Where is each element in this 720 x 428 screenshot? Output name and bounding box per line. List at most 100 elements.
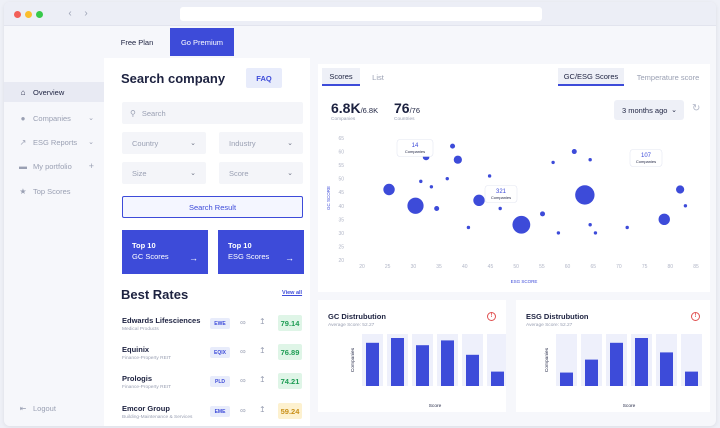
top-gc-line1: Top 10 [132,241,156,250]
back-icon[interactable]: ‹ [68,8,72,19]
scatter-point[interactable] [571,149,577,155]
gc-distribution-title: GC Distrubution [328,312,386,321]
callout-value: 14 [412,143,419,149]
top-esg-scores-button[interactable]: Top 10 ESG Scores → [218,230,304,274]
trend-icon[interactable]: ↥ [259,405,266,414]
maximize-window-dot[interactable] [36,11,43,18]
esg-distribution-subtitle: Average Score: 52.27 [526,323,573,328]
distribution-bar[interactable] [491,371,504,386]
scatter-point[interactable] [429,185,434,189]
scatter-point[interactable] [445,176,449,181]
table-row[interactable]: Edwards Lifesciences Medical Products EW… [122,314,308,340]
link-icon[interactable]: ∞ [240,347,246,356]
scatter-point[interactable] [419,179,423,184]
info-icon[interactable]: ! [691,312,700,321]
title-bar: ‹ › [4,2,716,26]
scatter-point[interactable] [383,183,395,196]
size-select[interactable]: Size ⌄ [122,162,206,184]
scatter-point[interactable] [658,213,670,226]
forward-icon[interactable]: › [84,8,88,19]
distribution-bar[interactable] [366,342,379,386]
x-tick-label: 40 [462,264,468,270]
go-premium-button[interactable]: Go Premium [170,28,234,56]
info-icon[interactable]: ! [487,312,496,321]
sidebar-item-esg-reports[interactable]: ↗ ESG Reports ⌄ [4,132,104,152]
x-tick-label: 60 [565,264,571,270]
score-select[interactable]: Score ⌄ [219,162,303,184]
x-tick-label: 45 [488,264,494,270]
scatter-point[interactable] [498,206,502,211]
distribution-bar[interactable] [391,338,404,386]
scatter-point[interactable] [676,185,685,194]
scatter-point[interactable] [434,205,440,211]
distribution-bar[interactable] [560,372,573,386]
trend-icon[interactable]: ↥ [259,346,266,355]
link-icon[interactable]: ∞ [240,406,246,415]
scatter-point[interactable] [556,231,561,235]
sidebar-item-overview[interactable]: ⌂ Overview [4,82,104,102]
minimize-window-dot[interactable] [25,11,32,18]
x-tick-label: 30 [411,264,417,270]
scatter-point[interactable] [551,160,555,165]
distribution-bar[interactable] [685,371,698,386]
scatter-point[interactable] [593,231,598,235]
period-select[interactable]: 3 months ago ⌄ [614,100,684,120]
distribution-bar[interactable] [610,342,623,386]
free-plan-tab[interactable]: Free Plan [104,28,170,56]
address-bar[interactable] [180,7,542,21]
table-row[interactable]: Equinix Finance-Property REIT EQIX ∞ ↥ 7… [122,343,308,369]
scatter-point[interactable] [588,157,592,162]
scatter-point[interactable] [473,194,485,207]
y-tick-label: 60 [338,150,344,156]
scatter-point[interactable] [683,204,688,208]
plus-icon[interactable]: + [88,161,94,171]
top-esg-line1: Top 10 [228,241,252,250]
tab-list[interactable]: List [364,68,392,86]
best-rates-title: Best Rates [121,287,189,302]
search-result-button[interactable]: Search Result [122,196,303,218]
distribution-bar[interactable] [441,340,454,386]
distribution-bar[interactable] [585,359,598,386]
tab-temperature-score[interactable]: Temperature score [628,68,708,86]
tab-gc-esg-scores[interactable]: GC/ESG Scores [558,68,624,86]
trend-icon[interactable]: ↥ [259,317,266,326]
top-gc-scores-button[interactable]: Top 10 GC Scores → [122,230,208,274]
link-icon[interactable]: ∞ [240,318,246,327]
scatter-point[interactable] [588,223,592,227]
scatter-point[interactable] [466,225,471,230]
y-tick-label: 45 [338,190,344,196]
logout-button[interactable]: ⇤ Logout [4,398,104,418]
scatter-point[interactable] [487,174,492,178]
countries-count: 76 [394,100,410,116]
trend-icon[interactable]: ↥ [259,375,266,384]
scatter-point[interactable] [450,143,456,149]
view-all-link[interactable]: View all [282,290,303,296]
distribution-bar[interactable] [635,338,648,386]
scatter-point[interactable] [407,197,424,214]
tab-scores[interactable]: Scores [322,68,360,86]
sidebar-item-companies[interactable]: ● Companies ⌄ [4,108,104,128]
country-select[interactable]: Country ⌄ [122,132,206,154]
distribution-bar[interactable] [466,354,479,386]
scatter-point[interactable] [512,215,531,234]
distribution-bar[interactable] [660,352,673,386]
table-row[interactable]: Prologis Finance-Property REIT PLD ∞ ↥ 7… [122,372,308,398]
link-icon[interactable]: ∞ [240,376,246,385]
scatter-point[interactable] [625,225,629,230]
search-input[interactable]: ⚲ Search [122,102,303,124]
close-window-dot[interactable] [14,11,21,18]
sidebar-item-my-portfolio[interactable]: ▬ My portfolio + [4,156,104,176]
industry-select[interactable]: Industry ⌄ [219,132,303,154]
refresh-icon[interactable]: ↻ [692,103,701,114]
scatter-point[interactable] [540,211,546,217]
faq-button[interactable]: FAQ [246,68,282,88]
esg-distribution-chart: Score Companies [544,334,702,409]
period-label: 3 months ago [622,105,668,115]
scatter-point[interactable] [575,185,595,205]
table-row[interactable]: Emcor Group Building-Maintenance & Servi… [122,402,308,426]
tab-scores-label: Scores [329,71,353,81]
scatter-point[interactable] [453,155,462,164]
company-name: Prologis [122,374,153,383]
distribution-bar[interactable] [416,345,429,386]
sidebar-item-top-scores[interactable]: ★ Top Scores [4,181,104,201]
